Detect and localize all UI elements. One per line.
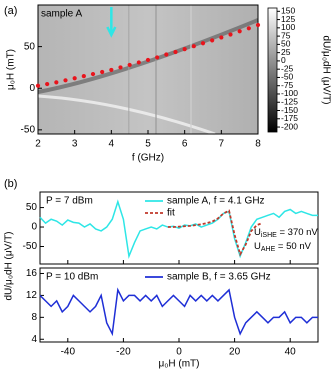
- fit-point: [182, 47, 187, 52]
- fit-point: [54, 80, 59, 85]
- x-tick-label: 5: [145, 139, 151, 150]
- colorbar-label: dU/μ₀dH (μV/T): [320, 35, 331, 104]
- fit-point: [255, 22, 261, 28]
- x-tick-label: 8: [255, 139, 261, 150]
- y-tick-label: -50: [21, 124, 36, 135]
- x-tick-label: 40: [285, 347, 297, 358]
- x-tick-label: 6: [182, 139, 188, 150]
- legend-label: sample B, f = 3.65 GHz: [167, 272, 271, 283]
- y-tick-label: 50: [26, 202, 38, 213]
- colorbar-tick-label: 50: [281, 39, 291, 49]
- x-tick-label: 20: [229, 347, 241, 358]
- fit-point: [90, 71, 96, 77]
- x-tick-label: 7: [219, 139, 225, 150]
- fit-point: [136, 60, 141, 65]
- fit-point: [228, 32, 233, 37]
- legend-label: sample A, f = 4.1 GHz: [167, 196, 265, 207]
- fit-point: [118, 65, 123, 70]
- panel-label: (a): [4, 5, 17, 17]
- formula-symbol: U: [254, 227, 261, 238]
- formula-text: = 50 nV: [275, 241, 311, 252]
- x-axis-label: f (GHz): [132, 153, 164, 164]
- y-tick-label: 12: [26, 290, 38, 301]
- annotation: sample A: [41, 9, 82, 20]
- panel-label: (b): [4, 178, 17, 190]
- fit-point: [72, 76, 77, 81]
- colorbar-tick-label: 100: [281, 22, 295, 32]
- y-tick-label: -50: [23, 241, 38, 252]
- colorbar-tick-label: -100: [281, 88, 298, 98]
- fit-point: [200, 41, 206, 46]
- fit-point: [145, 57, 151, 63]
- colorbar-tick-label: 75: [281, 30, 291, 40]
- fit-point: [100, 69, 105, 75]
- colorbar: [267, 7, 278, 133]
- colorbar-tick-label: 125: [281, 14, 295, 24]
- y-tick-label: 16: [26, 268, 38, 279]
- x-tick-label: 4: [109, 139, 115, 150]
- fit-point: [210, 38, 215, 43]
- formula-subscript: iSHE: [261, 232, 277, 239]
- fit-point: [155, 55, 160, 60]
- plot-frame: [39, 267, 319, 343]
- legend-label: fit: [167, 208, 175, 219]
- formula: UiSHE = 370 nV: [254, 227, 318, 239]
- colorbar-tick-label: -200: [281, 121, 298, 131]
- plot-frame: [39, 191, 319, 265]
- colorbar-tick-label: -150: [281, 105, 298, 115]
- formula: UAHE = 50 nV: [254, 241, 312, 253]
- y-tick-label: 4: [31, 334, 37, 345]
- formula-subscript: AHE: [261, 246, 276, 253]
- fit-point: [63, 78, 68, 83]
- colorbar-tick-label: -125: [281, 96, 298, 106]
- colorbar-tick-label: 150: [281, 6, 295, 16]
- data-line: [39, 199, 318, 260]
- x-tick-label: 2: [35, 139, 41, 150]
- x-tick-label: -40: [61, 347, 76, 358]
- fit-point: [173, 49, 178, 55]
- fit-point: [246, 26, 251, 31]
- fit-point: [109, 67, 114, 73]
- colorbar-tick-label: -50: [281, 72, 294, 82]
- x-tick-label: -20: [116, 347, 131, 358]
- colorbar-tick-label: 25: [281, 47, 291, 57]
- fit-point: [191, 44, 196, 49]
- fit-point: [127, 62, 132, 68]
- y-tick-label: 0: [29, 83, 35, 94]
- arrow: [106, 7, 117, 38]
- y-tick-label: 50: [24, 41, 36, 52]
- fit-point: [45, 81, 50, 87]
- x-tick-label: 3: [72, 139, 78, 150]
- fit-point: [237, 29, 242, 34]
- y-axis-label: dU/μ₀dH (μV/T): [4, 231, 15, 300]
- annotation: P = 10 dBm: [46, 272, 98, 283]
- formula-text: = 370 nV: [277, 227, 319, 238]
- plot-frame: [37, 4, 259, 135]
- y-tick-label: 8: [31, 312, 37, 323]
- colorbar-tick-label: -25: [281, 63, 294, 73]
- fit-point: [164, 52, 169, 57]
- data-line: [39, 287, 318, 337]
- colorbar-tick-label: -175: [281, 113, 298, 123]
- y-axis-label: μ₀H (mT): [6, 49, 17, 90]
- heatmap-background: [37, 5, 259, 136]
- y-tick-label: 0: [31, 222, 37, 233]
- formula-symbol: U: [254, 241, 261, 252]
- colorbar-tick-label: 0: [281, 55, 286, 65]
- fit-point: [219, 35, 224, 40]
- fit-point: [35, 83, 41, 88]
- x-tick-label: 0: [176, 347, 182, 358]
- fit-point: [81, 74, 86, 79]
- colorbar-tick-label: -75: [281, 80, 294, 90]
- x-axis-label: μ₀H (mT): [158, 359, 199, 370]
- data-line: [167, 209, 263, 257]
- annotation: P = 7 dBm: [46, 196, 93, 207]
